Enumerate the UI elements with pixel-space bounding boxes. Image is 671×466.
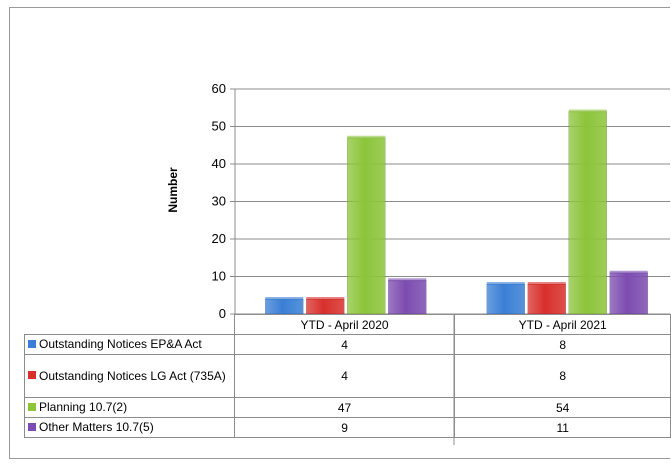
data-cell: 47 [233, 397, 456, 418]
y-tick-label: 10 [212, 269, 226, 284]
bar [265, 298, 304, 315]
series-label: Outstanding Notices EP&A Act [39, 337, 202, 351]
table-row: Other Matters 10.7(5) 9 11 [24, 417, 671, 438]
data-table: YTD - April 2020 YTD - April 2021 Outsta… [24, 314, 671, 438]
category-label: YTD - April 2021 [454, 314, 671, 335]
bar-top [265, 297, 304, 300]
bars [265, 109, 648, 315]
series-label: Planning 10.7(2) [39, 400, 128, 414]
bar [388, 280, 427, 315]
series-label-cell: Planning 10.7(2) [24, 397, 235, 418]
y-tick-label: 0 [219, 306, 226, 321]
bar [486, 283, 525, 315]
legend-swatch [28, 339, 36, 348]
table-row: Planning 10.7(2) 47 54 [24, 397, 671, 418]
category-label: YTD - April 2020 [233, 314, 456, 335]
data-cell: 54 [454, 397, 671, 418]
table-row: Outstanding Notices LG Act (735A) 4 8 [24, 354, 671, 398]
data-cell: 4 [233, 354, 456, 398]
bar-top [568, 109, 607, 113]
series-label: Outstanding Notices LG Act (735A) [39, 368, 226, 383]
data-cell: 8 [454, 354, 671, 398]
series-label: Other Matters 10.7(5) [39, 420, 154, 434]
legend-swatch [28, 422, 36, 431]
bar-top [486, 282, 525, 285]
series-label-cell: Outstanding Notices LG Act (735A) [24, 354, 235, 398]
bar-top [347, 135, 386, 139]
bar-top [306, 297, 345, 300]
data-cell: 8 [454, 334, 671, 355]
table-corner-cell [24, 314, 235, 335]
y-tick-label: 40 [212, 156, 226, 171]
data-cell: 9 [233, 417, 456, 438]
table-row: Outstanding Notices EP&A Act 4 8 [24, 334, 671, 355]
data-cell: 11 [454, 417, 671, 438]
bar [347, 137, 386, 315]
y-tick-label: 60 [212, 81, 226, 96]
series-label-cell: Other Matters 10.7(5) [24, 417, 235, 438]
data-cell: 4 [233, 334, 456, 355]
bar [527, 283, 566, 315]
y-tick-label: 30 [212, 194, 226, 209]
y-axis-title: Number [166, 167, 180, 213]
bar-top [388, 278, 427, 282]
legend-swatch [28, 402, 36, 411]
y-tick-label: 50 [212, 119, 226, 134]
bar [568, 111, 607, 315]
y-tick-label: 20 [212, 231, 226, 246]
series-label-cell: Outstanding Notices EP&A Act [24, 334, 235, 355]
bar [306, 298, 345, 315]
bar-top [527, 282, 566, 285]
bar-top [609, 270, 648, 274]
bar [609, 272, 648, 315]
table-header-row: YTD - April 2020 YTD - April 2021 [24, 314, 671, 335]
legend-swatch [28, 371, 36, 380]
